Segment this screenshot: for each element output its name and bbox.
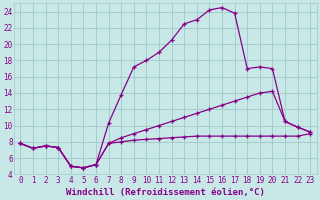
X-axis label: Windchill (Refroidissement éolien,°C): Windchill (Refroidissement éolien,°C)	[66, 188, 265, 197]
